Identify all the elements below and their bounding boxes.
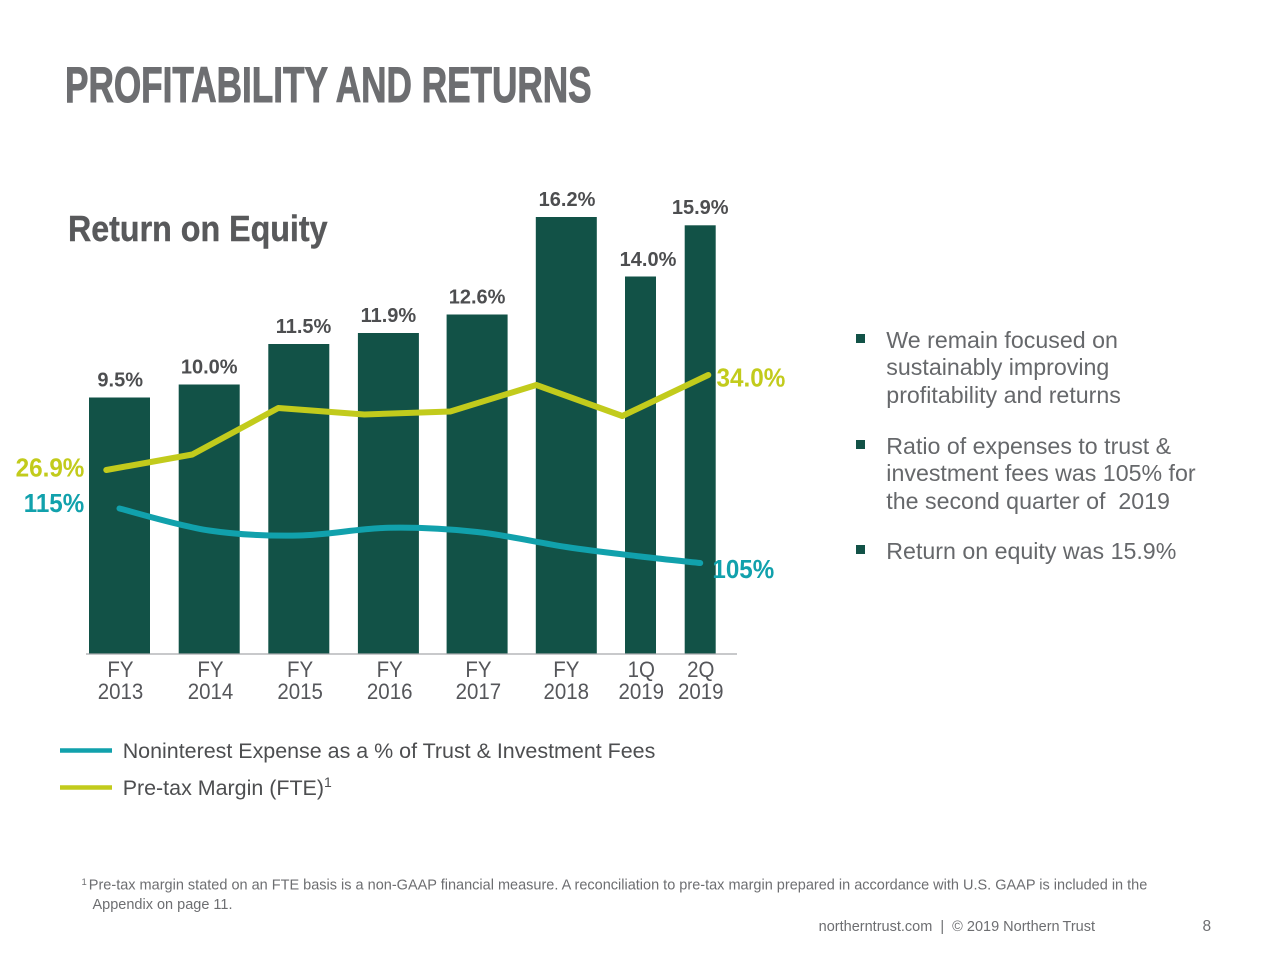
svg-text:2013: 2013 [98,679,144,704]
svg-text:11.9%: 11.9% [361,305,417,327]
svg-text:2018: 2018 [544,679,590,704]
svg-text:115%: 115% [24,489,84,518]
svg-text:26.9%: 26.9% [16,454,85,483]
svg-text:FY: FY [197,657,223,682]
svg-text:9.5%: 9.5% [97,369,143,391]
svg-text:16.2%: 16.2% [539,189,596,211]
svg-text:Pre-tax Margin (FTE)1: Pre-tax Margin (FTE)1 [123,774,332,800]
svg-text:12.6%: 12.6% [449,286,506,308]
svg-text:15.9%: 15.9% [672,197,729,219]
svg-text:2019: 2019 [619,679,665,704]
svg-text:10.0%: 10.0% [181,356,238,378]
svg-text:1Q: 1Q [628,657,655,682]
svg-text:Noninterest Expense as a % of: Noninterest Expense as a % of Trust & In… [123,739,656,763]
svg-text:2016: 2016 [367,679,413,704]
svg-text:FY: FY [553,657,579,682]
svg-text:FY: FY [377,657,403,682]
svg-text:FY: FY [107,657,133,682]
svg-text:FY: FY [465,657,491,682]
svg-text:11.5%: 11.5% [276,316,332,338]
svg-text:34.0%: 34.0% [717,364,786,393]
svg-text:2017: 2017 [456,679,502,704]
svg-text:2015: 2015 [277,679,323,704]
svg-text:FY: FY [287,657,313,682]
svg-text:2Q: 2Q [687,657,714,682]
svg-text:2019: 2019 [678,679,724,704]
svg-text:105%: 105% [712,555,774,584]
svg-text:14.0%: 14.0% [620,249,677,271]
svg-text:2014: 2014 [188,679,234,704]
